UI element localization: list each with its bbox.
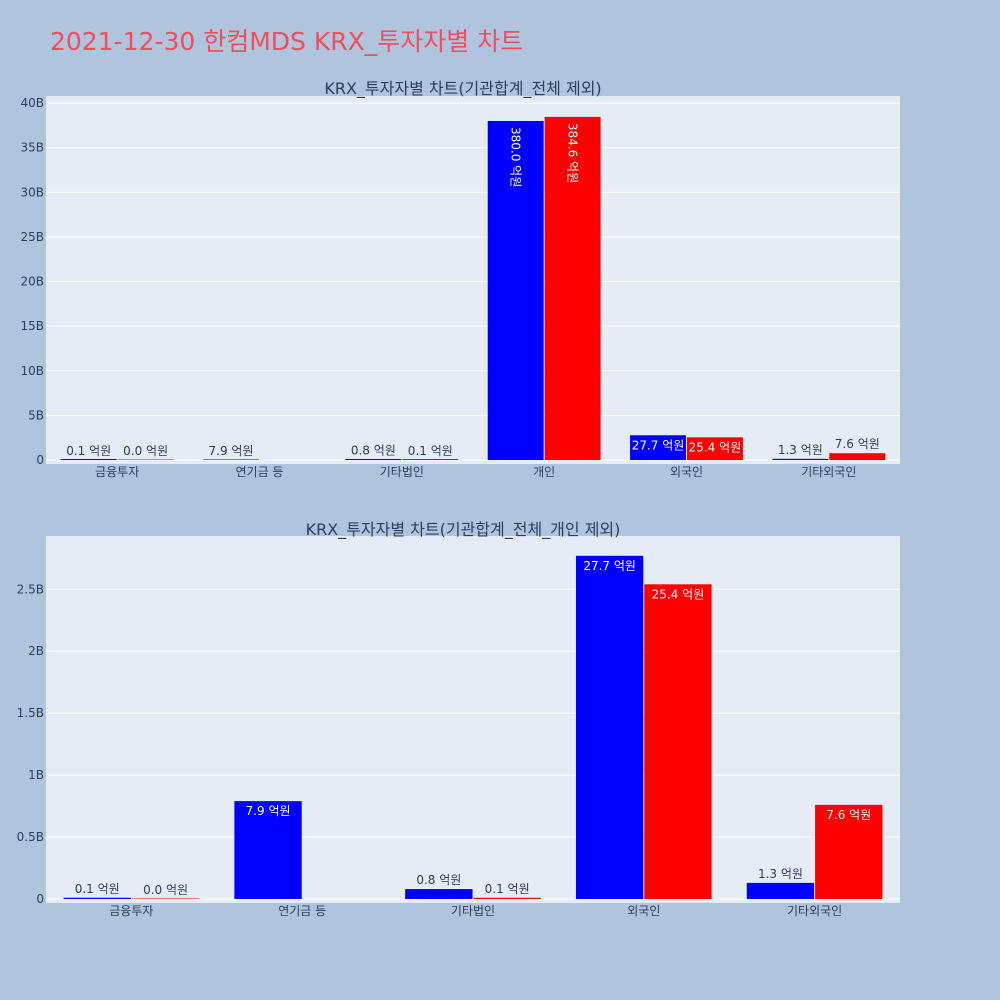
- data-label: 27.7 억원: [632, 438, 685, 452]
- x-tick-label: 기타외국인: [787, 904, 842, 918]
- bar: [63, 897, 131, 899]
- y-tick-label: 1.5B: [17, 706, 44, 720]
- x-tick-label: 기타법인: [380, 465, 424, 479]
- y-tick-label: 0: [36, 892, 44, 906]
- page-title: 2021-12-30 한컴MDS KRX_투자자별 차트: [50, 27, 524, 56]
- plot-area: [46, 96, 900, 464]
- x-tick-label: 외국인: [627, 904, 660, 918]
- x-tick-label: 기타외국인: [801, 465, 856, 479]
- bar: [487, 120, 544, 460]
- bar: [473, 897, 541, 899]
- data-label: 380.0 억원: [509, 127, 523, 187]
- bar: [117, 459, 174, 460]
- plot-area: [46, 536, 900, 903]
- bar: [131, 898, 200, 899]
- data-label: 0.8 억원: [351, 443, 396, 457]
- data-label: 384.6 억원: [566, 123, 580, 183]
- chart-title: KRX_투자자별 차트(기관합계_전체 제외): [324, 79, 601, 99]
- y-tick-label: 1B: [28, 768, 44, 782]
- chart-title: KRX_투자자별 차트(기관합계_전체_개인 제외): [306, 520, 621, 540]
- y-tick-label: 2B: [28, 644, 44, 658]
- bar: [234, 801, 302, 899]
- bar: [772, 458, 829, 460]
- bar: [630, 435, 686, 460]
- bar: [746, 882, 815, 899]
- data-label: 0.1 억원: [66, 444, 111, 458]
- bar: [402, 459, 459, 460]
- y-tick-label: 35B: [20, 141, 44, 155]
- bar: [544, 116, 601, 461]
- bar: [345, 459, 402, 460]
- x-tick-label: 연기금 등: [236, 465, 284, 479]
- data-label: 0.8 억원: [416, 873, 461, 887]
- data-label: 7.9 억원: [246, 804, 291, 818]
- data-label: 27.7 억원: [583, 559, 636, 573]
- data-label: 0.0 억원: [123, 444, 168, 458]
- bar: [575, 555, 644, 899]
- bar: [687, 437, 743, 460]
- y-tick-label: 0.5B: [17, 830, 44, 844]
- x-tick-label: 금융투자: [95, 465, 139, 479]
- y-tick-label: 30B: [20, 185, 44, 199]
- data-label: 1.3 억원: [778, 443, 823, 457]
- data-label: 25.4 억원: [652, 587, 705, 601]
- top-chart: KRX_투자자별 차트(기관합계_전체 제외) 0 5B 10B 15B 20B 25B 30…: [20, 79, 900, 479]
- y-tick-label: 2.5B: [17, 582, 44, 596]
- bar: [60, 459, 117, 460]
- data-label: 25.4 억원: [689, 440, 742, 454]
- y-tick-label: 20B: [20, 275, 44, 289]
- y-tick-label: 25B: [20, 230, 44, 244]
- bar: [829, 453, 886, 460]
- data-label: 7.9 억원: [209, 444, 254, 458]
- y-tick-label: 40B: [20, 96, 44, 110]
- data-label: 0.1 억원: [408, 444, 453, 458]
- x-tick-label: 개인: [533, 465, 555, 479]
- data-label: 0.1 억원: [485, 882, 530, 896]
- y-tick-label: 5B: [28, 408, 44, 422]
- data-label: 0.0 억원: [143, 883, 188, 897]
- x-tick-label: 금융투자: [109, 904, 153, 918]
- x-tick-label: 연기금 등: [278, 904, 326, 918]
- x-tick-label: 외국인: [670, 465, 703, 479]
- data-label: 1.3 억원: [758, 867, 803, 881]
- y-tick-label: 15B: [20, 319, 44, 333]
- bar: [203, 459, 259, 460]
- y-tick-label: 0: [36, 453, 44, 467]
- bar: [815, 804, 883, 899]
- bar: [644, 584, 712, 899]
- data-label: 7.6 억원: [835, 437, 880, 451]
- data-label: 7.6 억원: [826, 808, 871, 822]
- data-label: 0.1 억원: [75, 882, 120, 896]
- bar: [405, 889, 473, 899]
- x-tick-label: 기타법인: [451, 904, 495, 918]
- y-tick-label: 10B: [20, 364, 44, 378]
